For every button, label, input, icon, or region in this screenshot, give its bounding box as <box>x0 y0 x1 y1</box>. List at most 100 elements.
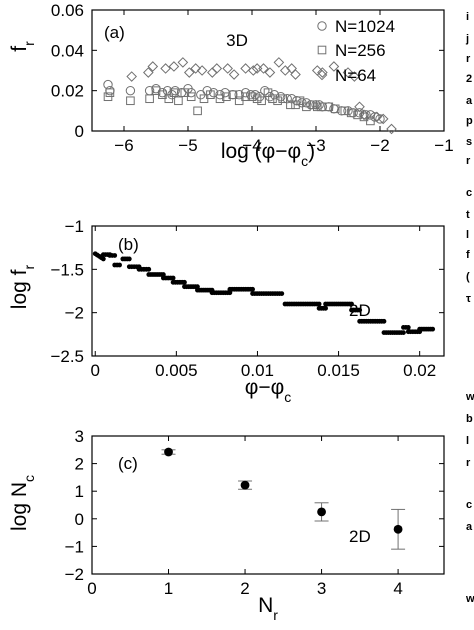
data-point <box>105 85 115 96</box>
y-tick-label: 0 <box>75 510 84 529</box>
side-text-fragment: w <box>465 391 474 403</box>
x-axis-label: log (φ−φc) <box>221 140 315 169</box>
data-point <box>357 307 363 313</box>
data-point <box>366 116 375 126</box>
y-tick-label: 3 <box>75 427 84 446</box>
plot-frame <box>91 225 445 357</box>
data-point <box>377 113 389 125</box>
data-point <box>371 111 383 123</box>
side-text-fragment: c <box>466 499 472 511</box>
data-point <box>164 94 174 104</box>
data-point <box>100 256 106 262</box>
data-point <box>126 71 137 82</box>
x-tick-label: −6 <box>114 136 133 155</box>
panel-label: (b) <box>118 235 139 254</box>
data-point <box>247 92 257 102</box>
data-point <box>174 96 183 106</box>
data-point <box>257 96 266 106</box>
data-point <box>143 67 154 78</box>
y-axis-label: log Nc <box>8 475 37 531</box>
data-point <box>186 92 196 102</box>
data-point <box>358 109 370 121</box>
data-point <box>353 110 362 120</box>
side-text-fragment: s <box>466 136 472 148</box>
data-point <box>234 90 244 100</box>
y-tick-label: 0.02 <box>51 82 84 101</box>
data-point <box>354 101 365 113</box>
data-point <box>290 69 301 80</box>
data-point <box>405 325 411 330</box>
data-point <box>164 447 173 457</box>
side-text-fragment: l <box>466 229 469 241</box>
data-point <box>343 106 353 116</box>
data-point <box>258 63 269 74</box>
side-text-fragment: l <box>466 435 469 447</box>
side-text-fragment: p <box>466 115 473 127</box>
data-point <box>160 63 171 74</box>
data-point <box>105 88 115 97</box>
data-point <box>279 65 291 76</box>
data-point <box>145 94 154 104</box>
data-point <box>196 65 208 76</box>
data-point <box>147 61 159 72</box>
x-tick-label: 4 <box>393 579 402 598</box>
data-point <box>222 63 233 74</box>
x-tick-label: 2 <box>240 579 249 598</box>
y-axis-label: fr <box>8 41 37 52</box>
data-point <box>346 108 356 118</box>
x-axis-label: φ−φc <box>245 376 292 405</box>
side-text-fragment: i <box>466 11 469 23</box>
side-text-fragment: j <box>465 33 469 45</box>
data-point <box>112 253 118 258</box>
data-point <box>126 256 132 262</box>
dimension-annotation: 3D <box>226 31 248 50</box>
side-text-fragment: ( <box>466 271 470 283</box>
data-point <box>317 67 328 78</box>
data-point <box>340 106 350 116</box>
data-point <box>247 65 259 76</box>
data-point <box>117 262 122 268</box>
x-tick-label: 0.005 <box>155 361 198 380</box>
side-text-fragment: c <box>466 187 472 199</box>
x-tick-label: 0 <box>91 361 100 380</box>
plot-frame <box>91 435 445 575</box>
y-tick-label: 0 <box>75 122 84 141</box>
side-text-fragment: w <box>465 593 474 605</box>
y-tick-label: 0.04 <box>51 41 84 60</box>
y-axis-label: log fr <box>8 264 37 309</box>
data-point <box>240 480 250 490</box>
panel-label: (a) <box>104 23 125 42</box>
side-text-fragment: r <box>466 155 471 167</box>
data-point <box>375 114 385 124</box>
data-point <box>215 94 225 104</box>
panel-label: (c) <box>118 454 138 473</box>
data-point <box>430 326 436 332</box>
y-tick-label: −1 <box>65 217 84 236</box>
data-point <box>264 67 276 78</box>
panel-c: 0 1 2 3 4 −2 −1 0 1 2 3 (c) 2D Nr log Nc <box>8 427 445 623</box>
data-point <box>381 318 387 324</box>
data-point <box>211 63 223 74</box>
data-point <box>170 275 176 281</box>
data-point <box>273 96 282 106</box>
data-point <box>252 94 262 104</box>
x-tick-label: 0.01 <box>241 361 274 380</box>
side-text-fragment: a <box>466 521 473 533</box>
x-tick-label: 1 <box>164 579 173 598</box>
x-axis-label: Nr <box>258 594 278 623</box>
data-point <box>393 524 403 534</box>
data-point <box>295 96 305 106</box>
data-point <box>279 291 285 296</box>
data-point <box>240 63 251 74</box>
x-tick-label: 0.015 <box>317 361 360 380</box>
panel-b: 0 0.005 0.01 0.015 0.02 −2.5 −2 −1.5 −1 (b) 2D φ−φc… <box>8 217 445 405</box>
data-point <box>250 286 255 292</box>
data-point <box>286 100 295 110</box>
x-tick-label: −1 <box>434 136 453 155</box>
data-point <box>241 92 250 102</box>
data-point <box>177 57 189 68</box>
data-point <box>386 123 397 135</box>
data-point <box>228 90 238 100</box>
